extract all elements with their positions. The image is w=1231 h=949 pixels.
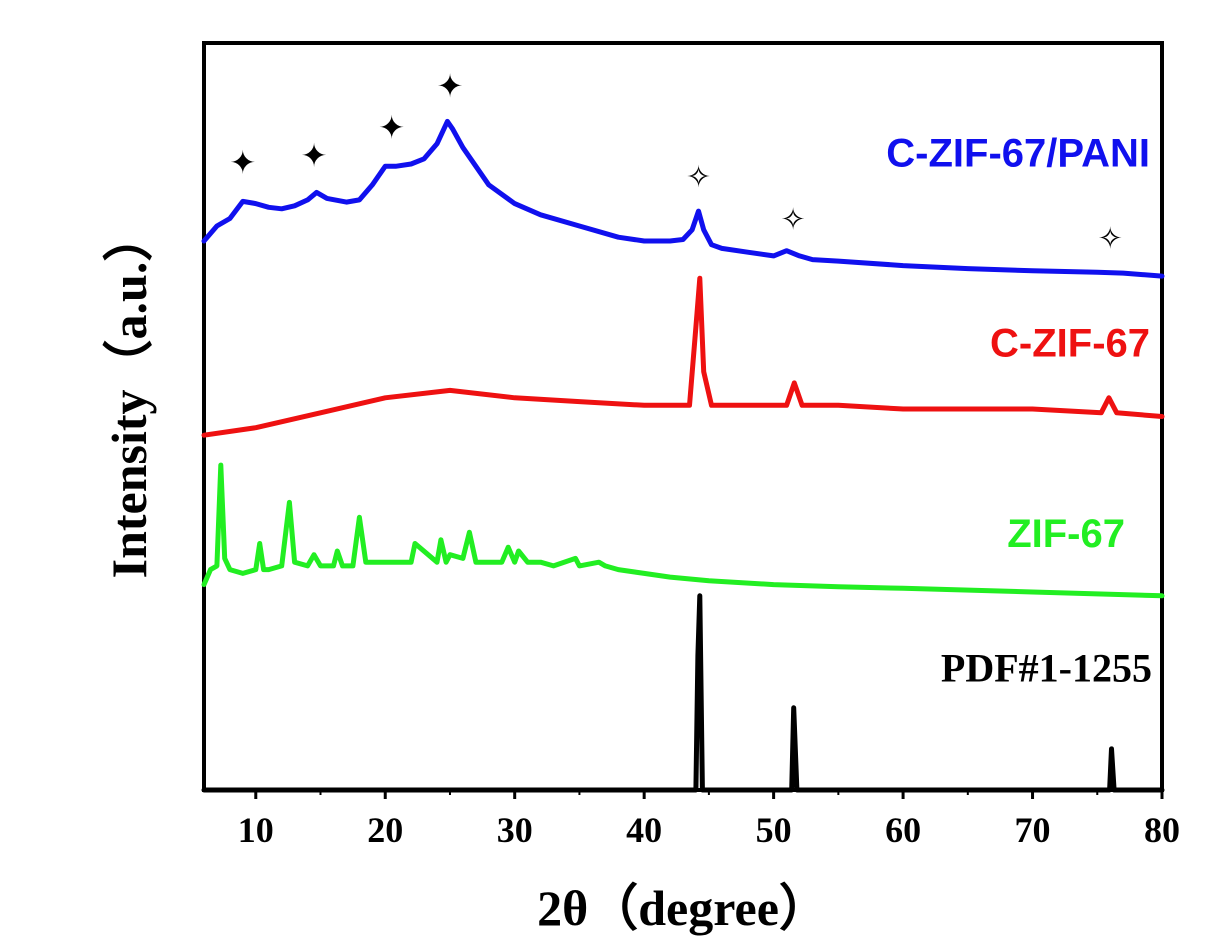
x-tick-label: 10 xyxy=(238,810,274,850)
label-layer: C-ZIF-67/PANI C-ZIF-67 ZIF-67 PDF#1-1255 xyxy=(886,131,1152,690)
series-line-c-zif-67-pani xyxy=(201,118,1165,279)
x-tick-label: 60 xyxy=(885,810,921,850)
y-axis-title: Intensity（a.u.） xyxy=(101,212,157,579)
marker-layer: ✦ ✦ ✦ ✦ ✧ ✧ ✧ xyxy=(229,67,1122,257)
filled-star-icon: ✦ xyxy=(378,108,405,146)
series-label-c-zif-67-pani: C-ZIF-67/PANI xyxy=(886,131,1150,175)
hollow-star-icon: ✧ xyxy=(780,202,805,237)
x-tick-label: 40 xyxy=(626,810,662,850)
series-label-zif-67: ZIF-67 xyxy=(1007,512,1125,556)
hollow-star-icon: ✧ xyxy=(686,160,711,195)
series-line-zif-67 xyxy=(201,462,1165,599)
x-axis-title: 2θ（degree） xyxy=(537,880,829,936)
series-line-pdf-1-1255 xyxy=(201,593,1165,793)
filled-star-icon: ✦ xyxy=(437,67,464,105)
hollow-star-icon: ✧ xyxy=(1098,222,1123,257)
x-tick-label: 50 xyxy=(756,810,792,850)
x-tick-label: 30 xyxy=(497,810,533,850)
x-tick-label: 70 xyxy=(1015,810,1051,850)
series-line-c-zif-67 xyxy=(201,275,1165,438)
filled-star-icon: ✦ xyxy=(301,137,328,175)
filled-star-icon: ✦ xyxy=(229,143,256,181)
tick-layer: 10 20 30 40 50 60 70 80 xyxy=(238,790,1180,850)
x-tick-label: 20 xyxy=(367,810,403,850)
series-label-pdf-1-1255: PDF#1-1255 xyxy=(941,646,1152,691)
x-tick-label: 80 xyxy=(1144,810,1180,850)
series-layer xyxy=(201,118,1165,599)
pdf-layer xyxy=(201,593,1165,793)
series-label-c-zif-67: C-ZIF-67 xyxy=(990,322,1150,366)
